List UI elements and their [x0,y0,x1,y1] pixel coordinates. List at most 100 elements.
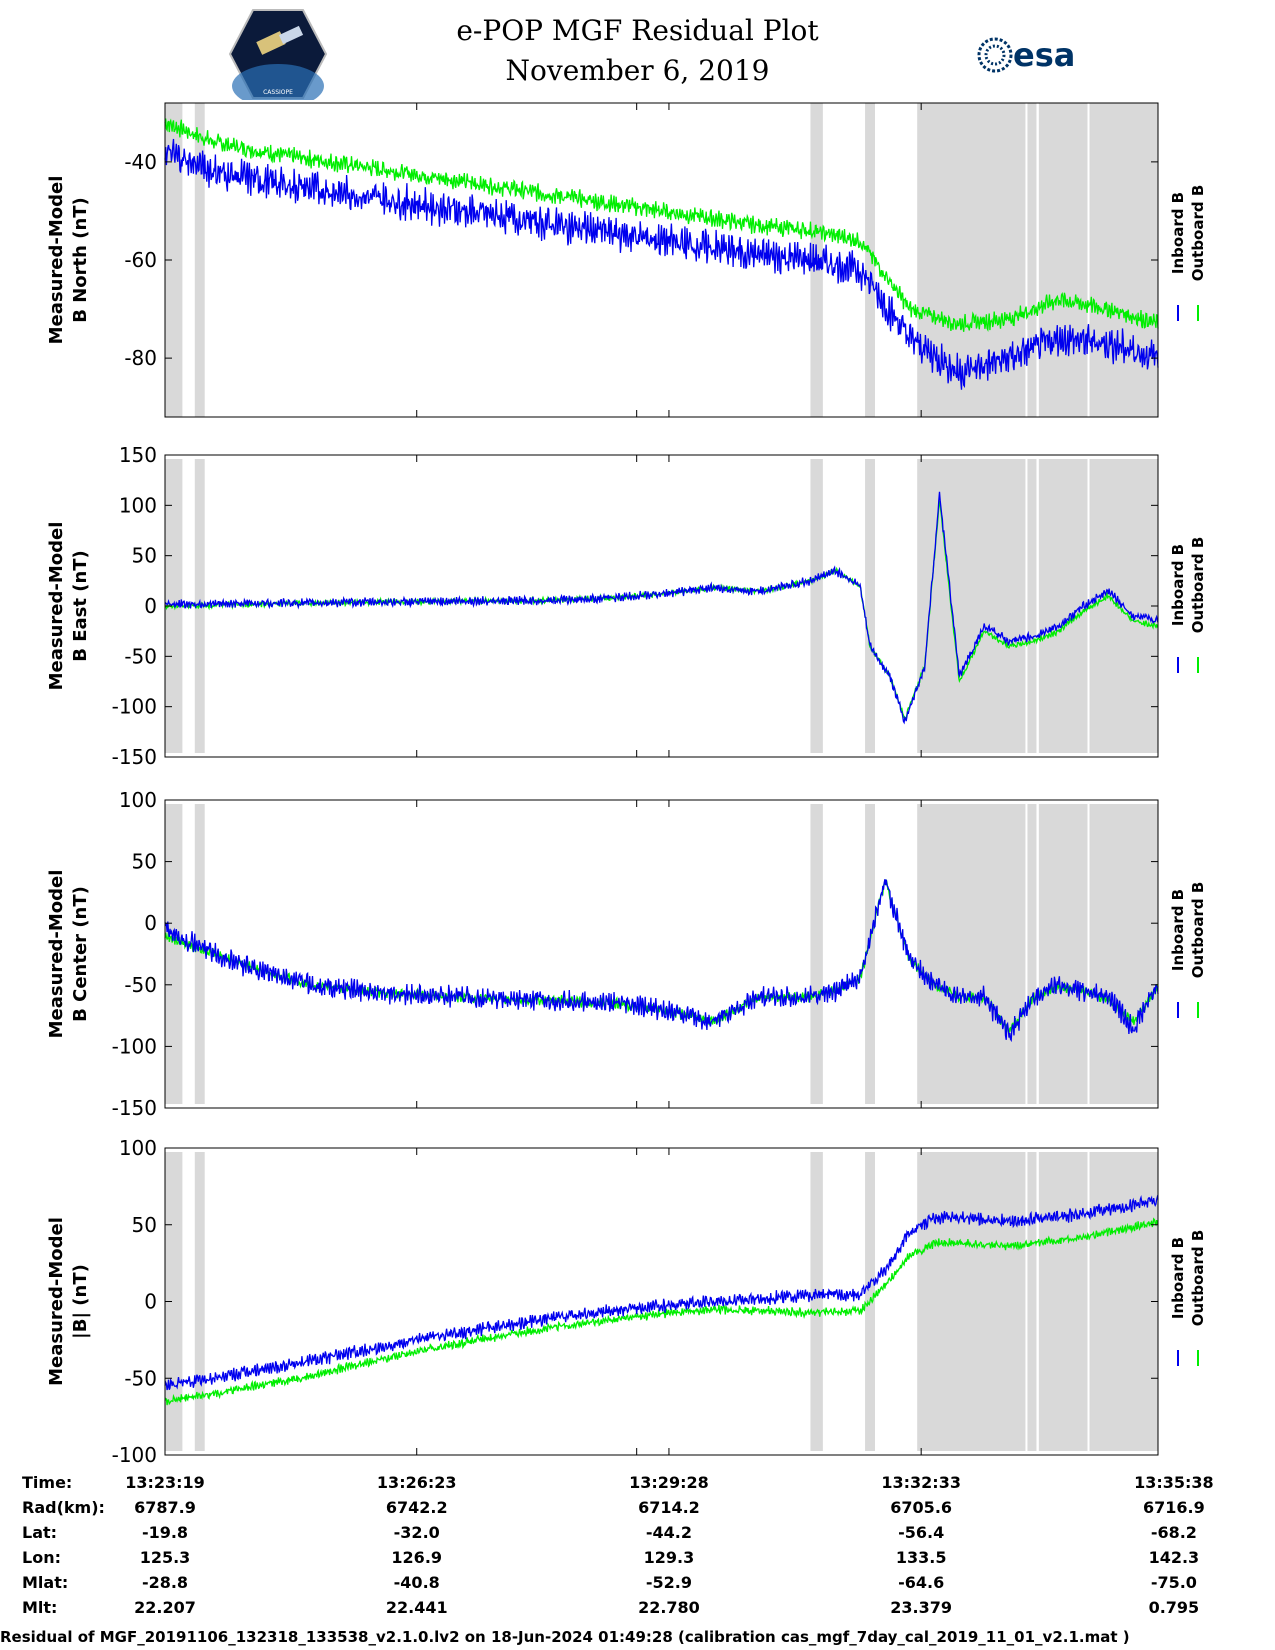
esa-logo-text: esa [1013,36,1075,74]
ephemeris-cell: 0.795 [1148,1598,1200,1617]
shaded-interval [1088,804,1091,1104]
ephemeris-cell: 22.441 [385,1598,448,1617]
shaded-interval [1033,804,1037,1104]
ephemeris-cell: -52.9 [645,1573,692,1592]
ephemeris-cell: 6714.2 [638,1498,700,1517]
ephemeris-cell: -56.4 [898,1523,945,1542]
series-inboard-line [164,1194,1159,1391]
shaded-interval [810,804,823,1104]
ephemeris-cell: -75.0 [1150,1573,1197,1592]
ephemeris-cell: 125.3 [139,1548,191,1567]
y-tick-label: 50 [132,850,157,874]
series-outboard-line [164,118,1159,333]
legend-label-inboard: Inboard B [1169,889,1187,971]
ephemeris-cell: -32.0 [393,1523,440,1542]
panel-2: -150 -100 -50 0 50 100 150 Measured-Model B East… [46,443,1207,769]
chart-date: November 6, 2019 [505,54,770,87]
y-axis-label: Measured-Model [46,1217,67,1386]
y-tick-label: 100 [119,1136,157,1160]
ephemeris-cell: 6742.2 [385,1498,448,1517]
ephemeris-cell: 126.9 [391,1548,443,1567]
ephemeris-cell: 13:23:19 [125,1473,205,1492]
shaded-interval [865,459,875,753]
ephemeris-cell: -28.8 [141,1573,189,1592]
y-tick-label: -80 [124,346,157,370]
shaded-interval [1038,1152,1158,1451]
y-tick-label: 0 [144,911,157,935]
y-tick-label: -50 [124,644,157,668]
y-tick-label: -60 [124,248,157,272]
shaded-interval [194,804,205,1104]
y-tick-label: -100 [112,695,157,719]
legend: Inboard B Outboard B [1169,185,1207,321]
ephemeris-cell: 13:26:23 [376,1473,457,1492]
ephemeris-cell: 6716.9 [1143,1498,1205,1517]
ephemeris-cell: 23.379 [890,1598,953,1617]
ephemeris-cell: 6705.6 [890,1498,953,1517]
ephemeris-row-label: Time: [22,1473,73,1492]
y-tick-label: 0 [144,1290,157,1314]
ephemeris-cell: 22.207 [134,1598,196,1617]
ephemeris-cell: -40.8 [393,1573,440,1592]
shaded-interval [1088,103,1091,417]
y-tick-label: 0 [144,594,157,618]
shaded-interval [1033,103,1037,417]
legend: Inboard B Outboard B [1169,1230,1207,1366]
cassiope-logo: CASSIOPE [228,9,328,100]
shaded-interval [810,1152,823,1451]
y-tick-label: 100 [119,788,157,812]
shaded-interval [810,459,823,753]
legend-label-inboard: Inboard B [1169,544,1187,626]
series-inboard-line [164,491,1159,725]
ephemeris-cell: 129.3 [643,1548,695,1567]
shaded-interval [165,804,183,1104]
series-outboard-line [164,1217,1159,1406]
shaded-interval [917,459,1037,753]
panel-4: -100 -50 0 50 100 Measured-Model |B| (nT) Inboa… [46,1136,1207,1467]
footer-note: Residual of MGF_20191106_132318_133538_v… [0,1628,1130,1646]
ephemeris-cell: 22.780 [638,1598,700,1617]
y-axis-label: B East (nT) [70,550,91,662]
shaded-interval [1038,103,1158,417]
ephemeris-cell: 13:32:33 [881,1473,961,1492]
cassiope-logo-text: CASSIOPE [263,89,293,96]
y-tick-label: 100 [119,493,157,517]
ephemeris-row-label: Rad(km): [22,1498,105,1517]
ephemeris-cell: 13:29:28 [629,1473,709,1492]
panel-3: -150 -100 -50 0 50 100 Measured-Model B Center … [46,788,1207,1120]
shaded-interval [194,103,205,417]
y-axis-label: Measured-Model [46,870,67,1039]
ephemeris-cell: -68.2 [1150,1523,1197,1542]
legend: Inboard B Outboard B [1169,882,1207,1018]
legend-label-outboard: Outboard B [1189,537,1207,634]
shaded-interval [194,1152,205,1451]
shaded-interval [1088,459,1091,753]
legend-label-outboard: Outboard B [1189,185,1207,282]
chart-title: e-POP MGF Residual Plot [456,14,819,47]
y-tick-label: -100 [112,1443,157,1467]
y-axis-label: Measured-Model [46,176,67,345]
y-tick-label: -100 [112,1034,157,1058]
esa-logo: esa [977,36,1075,74]
shaded-interval [865,103,875,417]
ephemeris-cell: -44.2 [645,1523,692,1542]
shaded-interval [165,103,183,417]
ephemeris-row-label: Mlat: [22,1573,69,1592]
series-inboard-line [164,879,1159,1043]
y-tick-label: -50 [124,973,157,997]
y-tick-label: -150 [112,1096,157,1120]
ephemeris-cell: -64.6 [898,1573,945,1592]
ephemeris-row-label: Lon: [22,1548,61,1567]
ephemeris-row-label: Mlt: [22,1598,58,1617]
shaded-interval [1038,804,1158,1104]
series-inboard-line [164,138,1159,390]
shaded-interval [917,1152,1037,1451]
ephemeris-cell: 13:35:38 [1134,1473,1214,1492]
ephemeris-row-label: Lat: [22,1523,58,1542]
plot-frame [164,799,1159,1109]
ephemeris-cell: 133.5 [895,1548,947,1567]
y-axis-label: B Center (nT) [70,886,91,1022]
panel-1: -80 -60 -40 Measured-Model B North (nT) Inboa… [46,102,1207,418]
y-tick-label: -150 [112,745,157,769]
